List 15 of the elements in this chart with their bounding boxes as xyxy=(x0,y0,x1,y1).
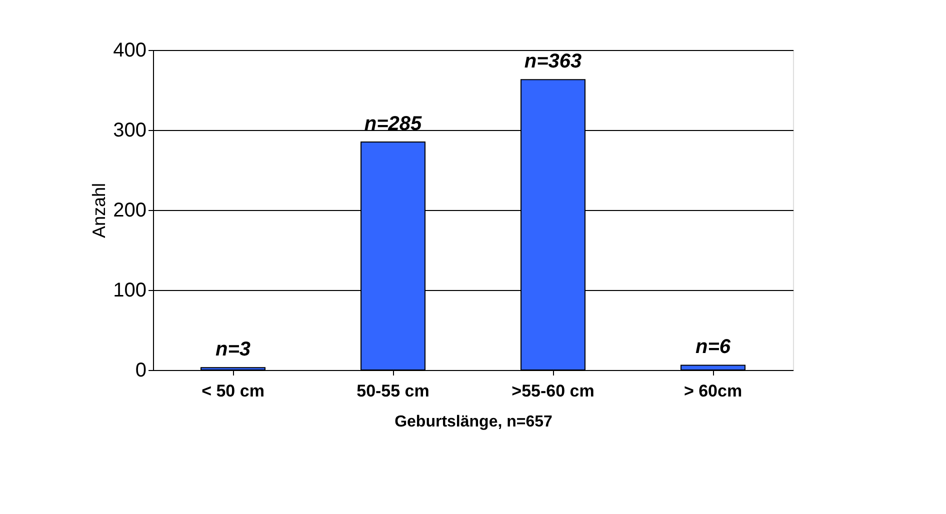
data-label: n=363 xyxy=(524,50,582,73)
y-tick-label: 0 xyxy=(135,360,146,382)
data-label: n=6 xyxy=(695,336,732,358)
x-tick-label: 50-55 cm xyxy=(356,382,430,400)
y-tick-label: 400 xyxy=(113,40,146,62)
x-tick-label: < 50 cm xyxy=(202,382,264,400)
data-label: n=285 xyxy=(364,113,423,135)
x-axis-title: Geburtslänge, n=657 xyxy=(394,414,553,430)
y-axis-title: Anzahl xyxy=(89,182,110,238)
x-tick-label: >55-60 cm xyxy=(512,382,594,400)
x-tick-label: > 60cm xyxy=(684,382,742,400)
y-tick-label: 200 xyxy=(113,200,146,222)
y-tick-label: 100 xyxy=(113,280,146,302)
data-label: n=3 xyxy=(215,338,251,361)
y-tick-label: 300 xyxy=(113,120,146,142)
